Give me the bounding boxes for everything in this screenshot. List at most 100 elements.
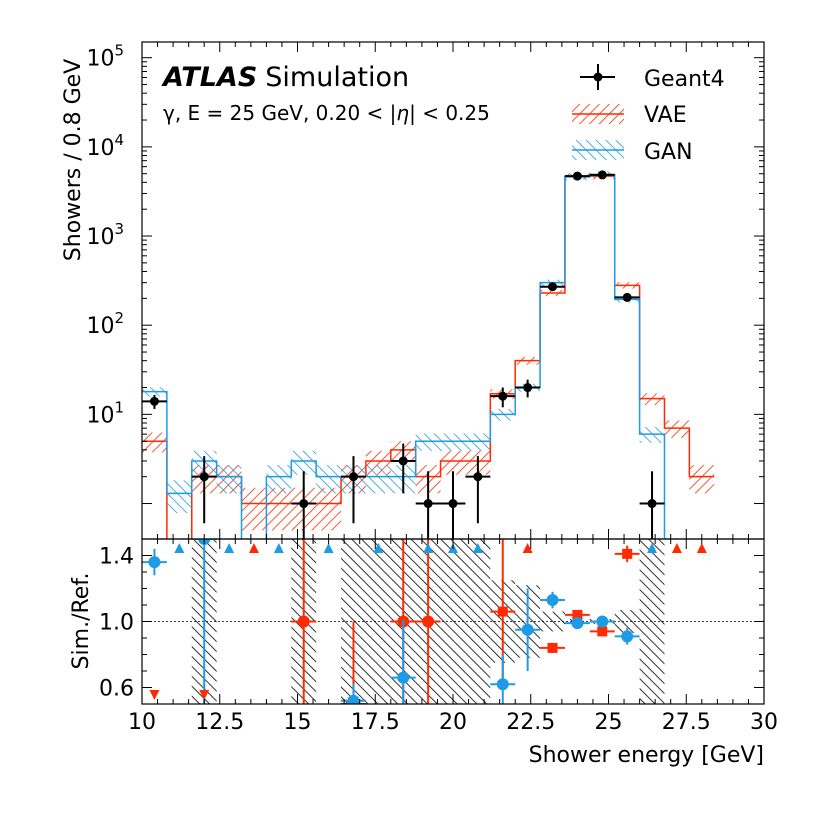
gan-step-line [142, 173, 666, 539]
geant4-point-7 [473, 472, 483, 482]
vae-ratio-point-4 [497, 606, 508, 617]
gan-error-band-bin-11 [415, 433, 441, 451]
gan-ratio-point-6 [546, 594, 559, 607]
gan-error-band-bin-13 [465, 433, 491, 451]
vae-ratio-overflow-down-0 [149, 690, 160, 700]
geant4-point-3 [348, 472, 358, 482]
vae-ratio-overflow-up-2 [671, 543, 682, 553]
main-y-tick-label-exp: 3 [114, 220, 124, 238]
atlas-label: ATLAS Simulation [161, 62, 409, 93]
geant4-point-1 [199, 472, 209, 482]
main-y-tick-label-exp: 4 [114, 131, 124, 149]
vae-ratio-point-7 [597, 626, 608, 637]
legend-entry-vae: VAE [572, 103, 687, 128]
atlas-label-simulation: Simulation [265, 62, 409, 93]
gan-error-band-bin-12 [440, 433, 466, 451]
plot-subtitle: γ, E = 25 GeV, 0.20 < |η| < 0.25 [163, 101, 490, 125]
main-y-tick-label-exp: 5 [114, 42, 124, 60]
main-y-tick-label-base: 10 [86, 47, 114, 72]
legend-label-geant4: Geant4 [644, 67, 725, 92]
plot-subtitle-eta: η [396, 101, 409, 125]
gan-error-band-bin-9 [365, 465, 391, 494]
ratio-x-tick-label: 25 [595, 710, 623, 735]
vae-ratio-overflow-up-0 [248, 543, 259, 553]
vae-ratio-point-5 [547, 642, 558, 653]
ratio-out-of-range-markers [149, 543, 707, 700]
ratio-y-axis-label: Sim./Ref. [69, 573, 94, 670]
gan-ratio-overflow-up-0 [174, 543, 185, 553]
main-y-tick-label-exp: 1 [114, 398, 124, 416]
vae-ratio-point-0 [297, 615, 310, 628]
geant4-point-2 [299, 499, 309, 509]
geant4-point-14 [647, 499, 657, 509]
gan-error-band-bin-6 [291, 450, 317, 475]
main-y-tick-label: 101 [86, 398, 124, 428]
legend: Geant4 VAE GAN [572, 64, 725, 165]
main-y-tick-label-base: 10 [86, 403, 114, 428]
vae-ratio-point-8 [622, 548, 633, 559]
geant4-point-4 [398, 456, 408, 466]
vae-ratio-overflow-down-1 [199, 690, 210, 700]
gan-ratio-point-2 [347, 694, 360, 704]
legend-label-vae: VAE [644, 103, 687, 128]
geant4-point-9 [523, 383, 533, 393]
geant4-point-8 [498, 391, 508, 401]
ratio-x-tick-label: 20 [439, 710, 467, 735]
ratio-plot-area [142, 539, 764, 704]
vae-error-band-bin-7 [316, 487, 342, 531]
main-y-axis-label: Showers / 0.8 GeV [61, 59, 86, 261]
ratio-y-tick-label: 0.6 [99, 677, 134, 702]
gan-error-band-bin-3 [216, 465, 242, 494]
ratio-x-tick-label: 22.5 [506, 710, 555, 735]
geant4-point-6 [448, 499, 458, 509]
geant4-point-5 [423, 499, 433, 509]
ratio-y-tick-label: 1.4 [99, 545, 134, 570]
x-axis-label: Shower energy [GeV] [529, 743, 764, 768]
gan-ratio-point-9 [621, 630, 634, 643]
gan-ratio-overflow-up-5 [423, 543, 434, 553]
gan-error-band-bin-20 [639, 427, 665, 443]
ratio-panel-frame [141, 538, 765, 705]
atlas-label-bold: ATLAS [161, 62, 257, 93]
vae-ratio-overflow-up-3 [696, 543, 707, 553]
geant4-point-10 [548, 282, 558, 292]
geant4-point-11 [572, 171, 582, 181]
vae-error-band-bin-22 [689, 465, 715, 494]
vae-ratio-point-6 [572, 609, 583, 620]
legend-entry-gan: GAN [572, 140, 693, 165]
gan-ratio-point-0 [148, 556, 161, 569]
legend-label-gan: GAN [644, 140, 693, 165]
plot-subtitle-pre: γ, E = 25 GeV, 0.20 < | [163, 101, 396, 125]
main-y-tick-label-base: 10 [86, 136, 114, 161]
gan-error-band-bin-1 [166, 480, 192, 514]
ratio-x-tick-label: 15 [284, 710, 312, 735]
main-plot-area [142, 170, 715, 539]
ratio-y-tick-label: 1.0 [99, 611, 134, 636]
ratio-x-tick-label: 10 [128, 710, 156, 735]
gan-ratio-point-4 [496, 678, 509, 691]
gan-ratio-point-8 [596, 615, 609, 628]
gan-ratio-overflow-up-7 [472, 543, 483, 553]
ratio-uncertainty-band-6 [440, 539, 466, 704]
gan-ratio-overflow-up-4 [373, 543, 384, 553]
ratio-x-tick-label: 12.5 [195, 710, 244, 735]
main-y-tick-label-exp: 2 [114, 309, 124, 327]
main-y-tick-label: 105 [86, 42, 124, 72]
vae-error-band-bin-12 [440, 450, 466, 475]
gan-error-band-bin-7 [316, 465, 342, 494]
gan-ratio-overflow-up-8 [647, 543, 658, 553]
main-y-tick-label-base: 10 [86, 225, 114, 250]
geant4-point-12 [597, 170, 607, 180]
vae-error-band-bin-0 [142, 432, 167, 453]
geant4-point-0 [149, 396, 159, 406]
gan-ratio-overflow-up-3 [323, 543, 334, 553]
vae-error-band-bin-5 [266, 487, 292, 531]
ratio-x-tick-label: 30 [750, 710, 778, 735]
main-y-tick-label: 104 [86, 131, 124, 161]
ratio-uncertainty-band-10 [540, 611, 565, 632]
vae-ratio-overflow-up-1 [522, 543, 533, 553]
vae-error-band-bin-21 [664, 420, 690, 438]
